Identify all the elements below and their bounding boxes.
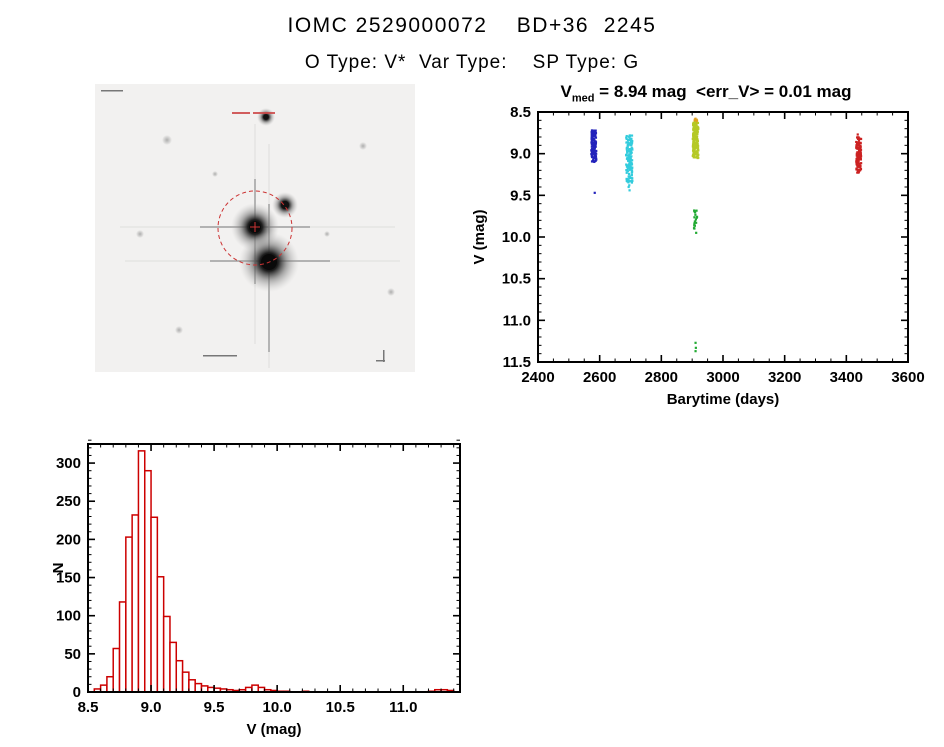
sky-image-canvas — [95, 84, 415, 372]
y-tick-label: 11.0 — [503, 312, 531, 329]
x-tick-label: 3000 — [706, 369, 739, 386]
y-tick-label: 50 — [64, 646, 81, 663]
frame-annotations — [101, 90, 385, 362]
plot-frame — [537, 111, 909, 363]
finder-chart-image — [95, 84, 415, 372]
x-tick-label: 8.5 — [78, 699, 99, 716]
lightcurve-plot: Vmed = 8.94 mag <err_V> = 0.01 mag 2400 2… — [468, 82, 944, 427]
histogram-bar — [181, 671, 190, 693]
histogram-plot: 8.5 9.0 9.5 10.0 10.5 11.0 0 50 100 150 200 250 300 V… — [50, 430, 482, 745]
x-tick-label: 10.5 — [326, 699, 355, 716]
histogram-bar — [194, 682, 203, 693]
x-tick-label: 11.0 — [389, 699, 417, 716]
x-tick-label: 10.0 — [263, 699, 292, 716]
series-epoch-2910-green — [692, 209, 699, 353]
x-tick-label: 3600 — [891, 369, 924, 386]
page-subtitle: O Type: V* Var Type: SP Type: G — [304, 52, 640, 73]
red-annotation-marks — [232, 112, 275, 114]
y-axis-label: N — [52, 563, 67, 574]
x-axis-label: Barytime (days) — [667, 391, 780, 408]
y-tick-label: 0 — [73, 684, 81, 701]
y-tick-label: 200 — [56, 531, 81, 548]
histogram-bar — [175, 659, 184, 693]
histogram-bar — [99, 684, 108, 693]
x-tick-label: 2600 — [583, 369, 616, 386]
histogram-bar — [150, 516, 159, 693]
faint-field-stars — [136, 135, 395, 334]
x-tick-label: 9.5 — [204, 699, 225, 716]
lightcurve-title: Vmed = 8.94 mag <err_V> = 0.01 mag — [560, 82, 852, 105]
x-tick-label: 3400 — [830, 369, 863, 386]
histogram-bar — [106, 675, 114, 693]
histogram-bar — [131, 514, 140, 693]
y-tick-label: 250 — [56, 493, 81, 510]
target-marker-icon — [250, 222, 260, 232]
y-tick-label: 10.5 — [502, 271, 531, 288]
series-epoch-2580-blue — [590, 129, 598, 194]
lightcurve-canvas: 2400 2600 2800 3000 3200 3400 3600 8.5 9.0 9.5 10.… — [471, 104, 925, 408]
histogram-canvas: 8.5 9.0 9.5 10.0 10.5 11.0 0 50 100 150 200 250 300 V… — [50, 439, 461, 738]
x-tick-label: 2800 — [645, 369, 678, 386]
histogram-bar — [156, 576, 165, 693]
y-tick-label: 150 — [56, 570, 81, 587]
histogram-bar — [162, 615, 171, 693]
y-tick-label: 9.0 — [510, 146, 531, 163]
y-tick-label: 300 — [56, 455, 81, 472]
series-epoch-3440-red — [855, 133, 863, 174]
x-axis-label: V (mag) — [246, 721, 301, 738]
y-tick-label: 100 — [56, 608, 81, 625]
y-tick-label: 9.5 — [510, 187, 531, 204]
x-tick-label: 3200 — [768, 369, 801, 386]
histogram-bar — [137, 450, 146, 693]
histogram-bar — [125, 536, 133, 693]
histogram-bar — [169, 641, 178, 693]
histogram-bar — [188, 679, 196, 693]
histogram-bars — [93, 450, 455, 693]
y-axis-label: V (mag) — [471, 209, 488, 264]
plot-frame — [87, 443, 461, 693]
y-tick-label: 11.5 — [503, 354, 531, 371]
x-tick-label: 2400 — [521, 369, 554, 386]
series-epoch-2695-cyan — [625, 134, 634, 192]
target-circle — [217, 190, 293, 266]
y-tick-label: 8.5 — [510, 104, 531, 121]
y-tick-label: 10.0 — [502, 229, 531, 246]
page-title: IOMC 2529000072 BD+36 2245 — [287, 14, 657, 37]
histogram-bar — [112, 647, 121, 693]
histogram-bar — [143, 469, 152, 693]
x-tick-label: 9.0 — [141, 699, 162, 716]
histogram-bar — [251, 684, 259, 693]
series-epoch-2910-yellow — [691, 121, 700, 160]
histogram-bar — [118, 601, 127, 693]
